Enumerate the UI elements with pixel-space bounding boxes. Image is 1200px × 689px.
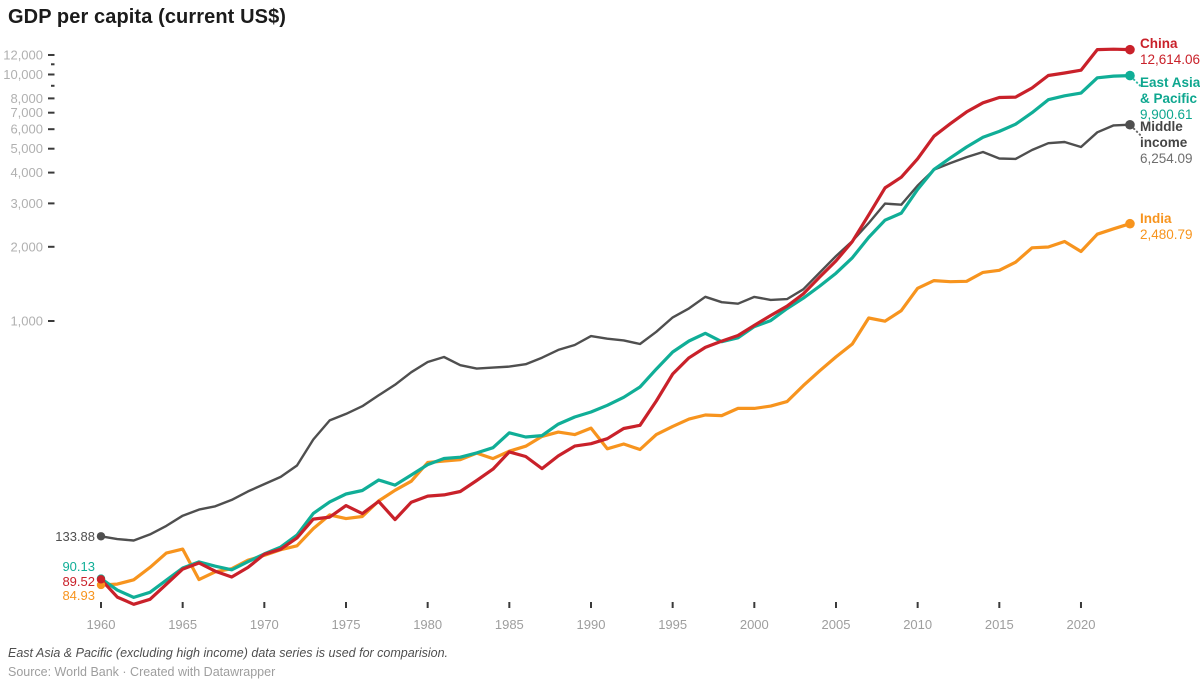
y-axis-label: 4,000	[10, 165, 43, 180]
start-value-middle-income: 133.88	[55, 529, 95, 544]
series-name-east-asia-line2: & Pacific	[1140, 91, 1198, 106]
series-label-middle-income: Middle income 6,254.09	[1140, 119, 1193, 167]
series-line-middle-income[interactable]	[99, 123, 1132, 542]
x-axis-label: 1965	[168, 617, 197, 632]
series-label-east-asia-pacific: East Asia & Pacific 9,900.61	[1140, 75, 1200, 123]
x-axis-label: 2015	[985, 617, 1014, 632]
series-line-india[interactable]	[99, 222, 1132, 587]
y-axis-label: 8,000	[10, 91, 43, 106]
chart-title: GDP per capita (current US$)	[8, 6, 287, 28]
y-axis-label: 6,000	[10, 122, 43, 137]
y-axis-label: 7,000	[10, 105, 43, 120]
y-axis-label: 3,000	[10, 196, 43, 211]
y-axis-label: 12,000	[3, 47, 43, 62]
x-axis-label: 1975	[332, 617, 361, 632]
y-axis-label: 10,000	[3, 67, 43, 82]
y-axis-label: 1,000	[10, 314, 43, 329]
series-value-east-asia-pacific: 9,900.61	[1140, 107, 1193, 122]
label-connector-middle-income	[1132, 127, 1141, 136]
x-axis-label: 2020	[1067, 617, 1096, 632]
x-axis-label: 1995	[658, 617, 687, 632]
series-label-india: India 2,480.79	[1140, 211, 1193, 243]
chart-footnote: East Asia & Pacific (excluding high inco…	[8, 646, 449, 660]
start-dot-china[interactable]	[96, 575, 106, 584]
x-axis-label: 2000	[740, 617, 769, 632]
x-axis-label: 1960	[87, 617, 116, 632]
start-value-india: 84.93	[62, 588, 95, 603]
label-connector-east-asia-pacific	[1132, 78, 1141, 87]
series-value-china: 12,614.06	[1140, 52, 1200, 67]
end-dot-india[interactable]	[1125, 218, 1135, 229]
series-value-middle-income: 6,254.09	[1140, 151, 1193, 166]
x-axis-label: 1990	[577, 617, 606, 632]
series-line-china[interactable]	[99, 47, 1132, 606]
end-dot-china[interactable]	[1125, 44, 1135, 55]
chart-source: Source: World Bank · Created with Datawr…	[8, 665, 276, 679]
y-axis-label: 5,000	[10, 141, 43, 156]
x-axis-label: 2010	[903, 617, 932, 632]
end-dot-middle-income[interactable]	[1125, 119, 1135, 130]
start-value-east-asia-pacific: 90.13	[62, 559, 95, 574]
start-value-china: 89.52	[62, 574, 95, 589]
x-axis-label: 1980	[413, 617, 442, 632]
series-name-china: China	[1140, 36, 1178, 51]
end-dot-east-asia-pacific[interactable]	[1125, 70, 1135, 81]
series-name-india: India	[1140, 211, 1172, 226]
series-name-east-asia-line1: East Asia	[1140, 75, 1200, 90]
series-name-middle-income-line2: income	[1140, 135, 1188, 150]
x-axis-label: 2005	[822, 617, 851, 632]
series-label-china: China 12,614.06	[1140, 36, 1200, 68]
start-dot-middle-income[interactable]	[96, 532, 106, 541]
y-axis-label: 2,000	[10, 239, 43, 254]
series-name-middle-income-line1: Middle	[1140, 119, 1183, 134]
series-value-india: 2,480.79	[1140, 227, 1193, 242]
x-axis-label: 1970	[250, 617, 279, 632]
x-axis-label: 1985	[495, 617, 524, 632]
